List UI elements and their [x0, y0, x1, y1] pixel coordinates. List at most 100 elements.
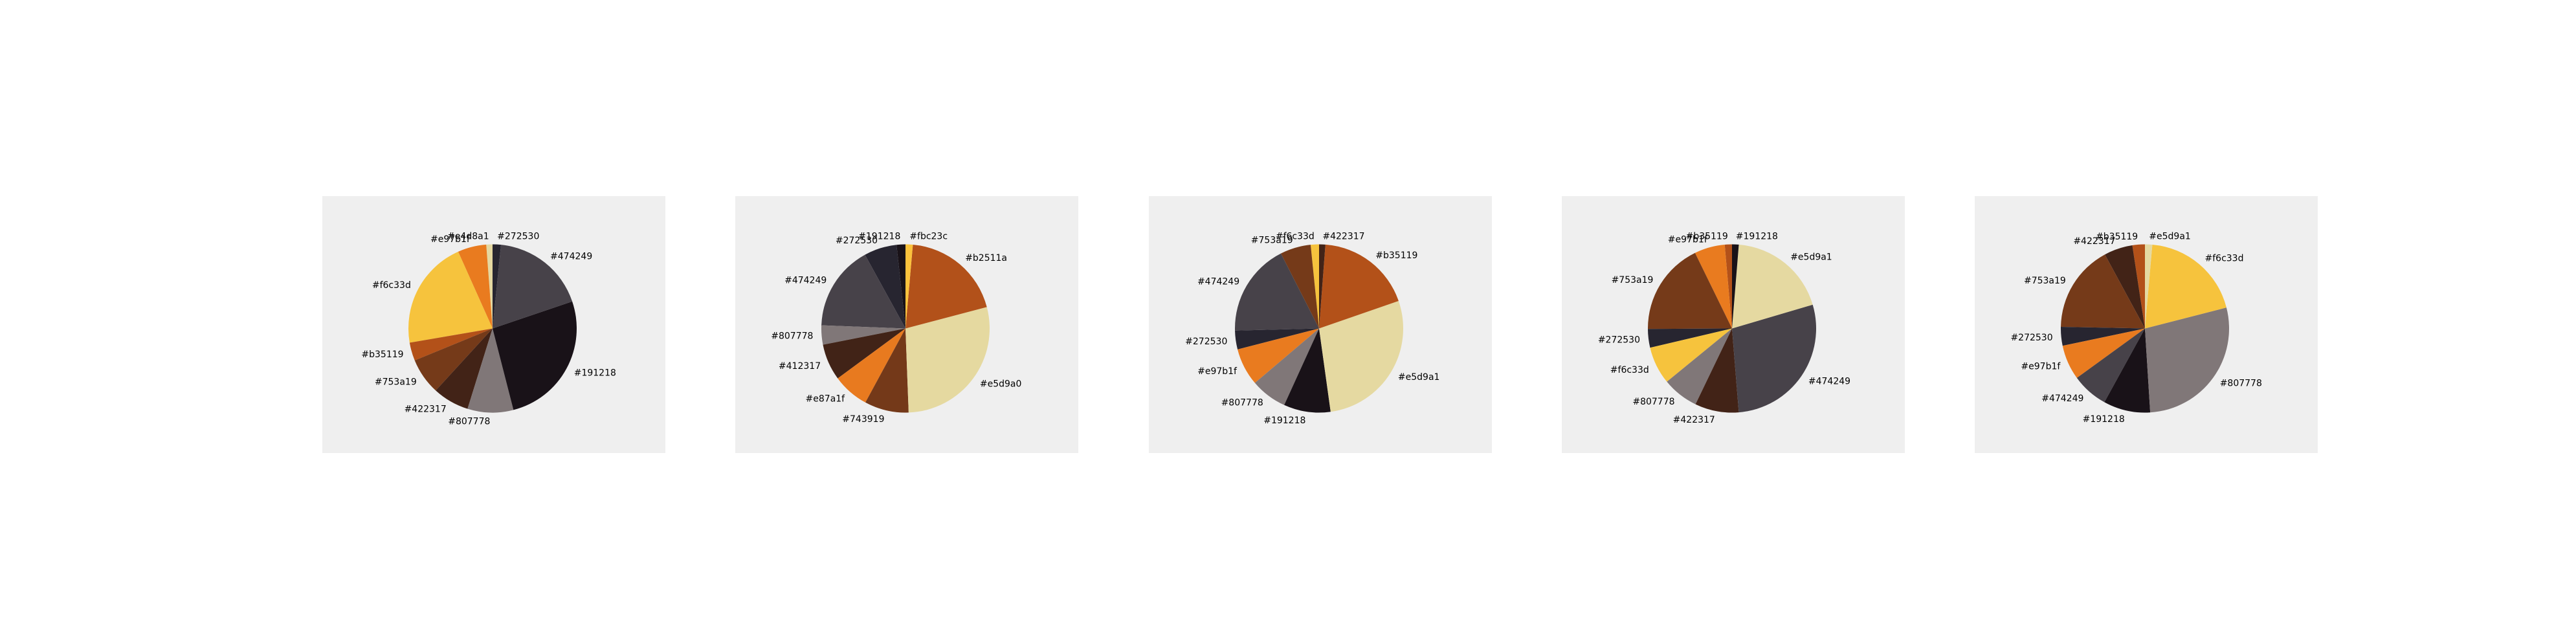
- pie-slice: [493, 244, 502, 329]
- pie-slice: [1280, 245, 1319, 329]
- pie-slice-label: #fbc23c: [909, 232, 948, 242]
- pie-slice-label: #b35119: [361, 350, 403, 360]
- pie-slice-label: #e5d9a1: [2149, 232, 2191, 242]
- pie-slice-label: #e87a1f: [806, 394, 846, 404]
- pie-slice-label: #272530: [497, 232, 539, 242]
- pie-slice: [1310, 244, 1319, 329]
- pie-slice: [1234, 253, 1319, 331]
- pie-chart-5: #b35119#422317 #753a19 #272530 #e97b1f #4742…: [1975, 196, 2318, 453]
- pie-slice: [1254, 328, 1319, 405]
- pie-slice: [1319, 301, 1404, 412]
- pie-slice-label: #191218: [2083, 414, 2125, 425]
- pie-slice-label: #e97b1f: [1197, 366, 1238, 377]
- pie-slice-label: #b35119: [2096, 232, 2138, 242]
- pie-slice-label: #f6c33d: [1610, 365, 1649, 375]
- pie-slice: [823, 328, 905, 379]
- pie-slice-label: #e5d9a0: [980, 379, 1022, 390]
- pie-slice: [1732, 244, 1739, 329]
- pie-slice: [493, 301, 577, 410]
- pie-slice: [821, 325, 905, 345]
- pie-slice: [436, 328, 493, 409]
- pie-slice-label: #272530: [836, 236, 878, 246]
- pie-slice-label: #753a19: [2024, 276, 2066, 286]
- pie-slice-label: #e4d8a1: [447, 232, 489, 242]
- pie-slice: [1650, 328, 1732, 382]
- pie-slice: [905, 245, 987, 329]
- pie-slice-label: #807778: [1221, 398, 1263, 408]
- pie-slice-label: #474249: [1197, 276, 1239, 287]
- pie-slice-label: #e97b1f: [1668, 235, 1708, 245]
- pie-slice: [2076, 328, 2145, 403]
- pie-slice: [2062, 328, 2145, 378]
- pie-slice: [1648, 328, 1732, 348]
- pie-slice-label: #412317: [779, 361, 821, 372]
- pie-slice: [838, 328, 905, 403]
- pie-slice: [408, 251, 493, 343]
- pie-slice: [2145, 244, 2153, 329]
- pie-slice-label: #743919: [842, 414, 884, 425]
- pie-slice: [1724, 244, 1732, 329]
- pie-slice-label: #272530: [1185, 337, 1227, 347]
- pie-slice: [493, 245, 573, 329]
- pie-slice: [821, 254, 905, 329]
- pie-slice: [1284, 328, 1331, 413]
- pie-slice: [1694, 244, 1732, 329]
- pie-slice-label: #807778: [2220, 379, 2262, 389]
- pie-slice-label: #474249: [1808, 376, 1850, 386]
- pie-slice: [1235, 328, 1319, 350]
- pie-slice-label: #b35119: [1375, 250, 1417, 261]
- pie-slice-label: #807778: [1632, 397, 1674, 407]
- pie-slice-label: #f6c33d: [372, 280, 411, 291]
- pie-slice: [2061, 254, 2145, 329]
- pie-slice: [414, 328, 493, 391]
- pie-slice-label: #422317: [2073, 236, 2115, 247]
- pie-slice-label: #b2511a: [965, 253, 1007, 263]
- pie-slice: [896, 244, 905, 329]
- pie-slice: [865, 245, 905, 329]
- pie-slice-label: #e97b1f: [2021, 362, 2061, 372]
- pie-slice: [1647, 252, 1732, 329]
- pie-slice-label: #753a19: [375, 377, 417, 387]
- pie-slice: [2145, 245, 2226, 329]
- pie-slice-label: #753a19: [1612, 275, 1654, 285]
- pie-slice: [2060, 327, 2145, 346]
- pie-slice: [1319, 244, 1399, 329]
- pie-slice: [2132, 244, 2145, 329]
- pie-slice-label: #422317: [1322, 232, 1364, 242]
- pie-slice: [2145, 307, 2230, 413]
- pie-slice-label: #807778: [448, 416, 490, 427]
- pie-slice: [905, 307, 990, 413]
- pie-slice-label: #807778: [771, 331, 813, 342]
- pie-slice: [865, 328, 909, 413]
- pie-slice-label: #191218: [858, 232, 900, 242]
- pie-slice-label: #474249: [784, 275, 827, 285]
- pie-chart-4: #b35119#e97b1f #753a19 #272530 #f6c33d #8077…: [1562, 196, 1905, 453]
- pie-chart-1: #e4d8a1#e97b1f #f6c33d #b35119 #753a19 #4223…: [322, 196, 665, 453]
- pie-slice: [2104, 328, 2151, 413]
- pie-slice-label: #422317: [1673, 415, 1715, 425]
- pie-slice-label: #b35119: [1686, 232, 1728, 242]
- pie-slice-label: #f6c33d: [1276, 232, 1315, 242]
- pie-slice: [458, 244, 493, 329]
- pie-slice-label: #191218: [1736, 232, 1778, 242]
- pie-slice: [905, 244, 913, 329]
- pie-slice: [1319, 244, 1326, 329]
- pie-slice-label: #474249: [550, 252, 592, 262]
- pie-slice: [1732, 304, 1816, 413]
- pie-slice-label: #474249: [2041, 394, 2083, 404]
- pie-slice-label: #191218: [574, 368, 616, 379]
- pie-slice: [1732, 244, 1813, 329]
- pie-slice: [1695, 328, 1739, 413]
- pie-slice: [1238, 328, 1319, 383]
- pie-slice-label: #272530: [2010, 333, 2052, 343]
- pie-slice-label: #191218: [1263, 416, 1305, 426]
- pie-slice-label: #422317: [405, 404, 447, 414]
- pie-slice-label: #753a19: [1251, 235, 1293, 245]
- pie-chart-2: #191218#272530 #474249 #807778 #412317 #e87a…: [735, 196, 1078, 453]
- pie-slice: [1667, 328, 1732, 405]
- pie-slice-label: #e5d9a1: [1398, 372, 1440, 383]
- pie-slice: [467, 328, 514, 413]
- pie-slice-label: #e5d9a1: [1790, 252, 1832, 263]
